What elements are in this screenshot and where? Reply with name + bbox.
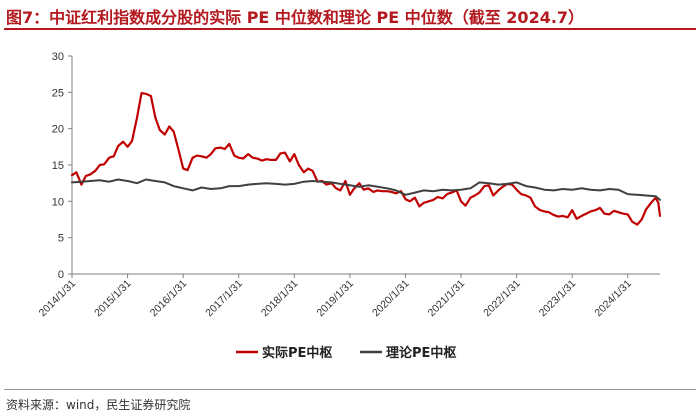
legend-label-theory-pe: 理论PE中枢 bbox=[386, 345, 456, 361]
x-tick-label-5: 2019/1/31 bbox=[314, 278, 356, 320]
x-tick-label-0: 2014/1/31 bbox=[37, 278, 79, 320]
y-tick-label-20: 20 bbox=[52, 124, 64, 136]
x-tick-label-2: 2016/1/31 bbox=[148, 278, 190, 320]
y-tick-label-0: 0 bbox=[58, 269, 64, 281]
y-tick-label-5: 5 bbox=[58, 233, 64, 245]
series-line-theory-pe bbox=[71, 178, 661, 201]
y-tick-label-25: 25 bbox=[52, 87, 64, 99]
x-tick-label-8: 2022/1/31 bbox=[481, 278, 523, 320]
x-tick-label-10: 2024/1/31 bbox=[592, 278, 634, 320]
x-tick-label-1: 2015/1/31 bbox=[92, 278, 134, 320]
y-tick-label-10: 10 bbox=[52, 196, 64, 208]
source-note: 资料来源：wind，民生证券研究院 bbox=[6, 398, 191, 412]
x-tick-label-7: 2021/1/31 bbox=[426, 278, 468, 320]
source-divider bbox=[4, 389, 696, 390]
x-tick-label-3: 2017/1/31 bbox=[203, 278, 245, 320]
series-line-actual-pe bbox=[70, 92, 662, 226]
y-tick-label-15: 15 bbox=[52, 160, 64, 172]
x-tick-label-9: 2023/1/31 bbox=[537, 278, 579, 320]
y-tick-label-30: 30 bbox=[52, 51, 64, 63]
legend-label-actual-pe: 实际PE中枢 bbox=[262, 345, 332, 361]
title-underline bbox=[4, 28, 696, 30]
chart-title: 图7：中证红利指数成分股的实际 PE 中位数和理论 PE 中位数（截至 2024… bbox=[6, 8, 585, 27]
line-chart: 0 5 10 15 20 25 30 2014/1/31 2015/1/31 2016/1/31 2… bbox=[37, 51, 662, 361]
x-tick-label-6: 2020/1/31 bbox=[370, 278, 412, 320]
x-tick-label-4: 2018/1/31 bbox=[259, 278, 301, 320]
